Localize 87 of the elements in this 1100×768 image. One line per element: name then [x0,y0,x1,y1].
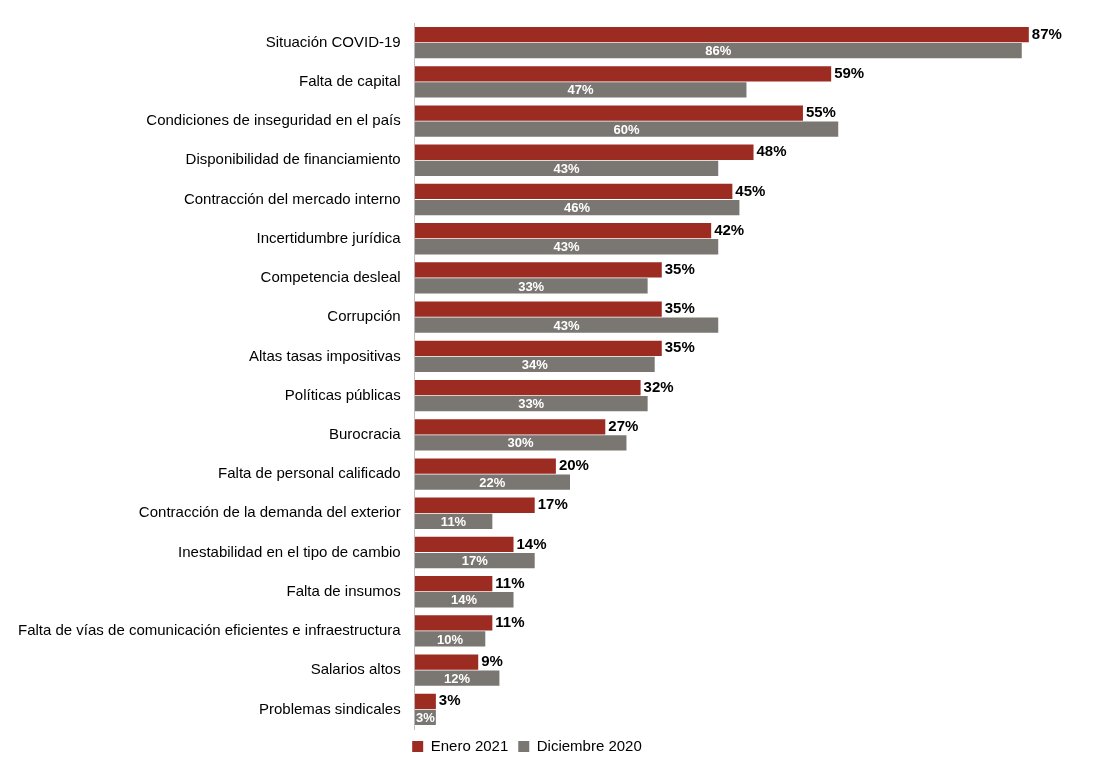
y-tick-label: Falta de insumos [286,581,401,599]
data-label: 45% [735,181,766,199]
bar [414,576,493,592]
y-tick-label: Falta de vías de comunicación eficientes e infraestructura [17,621,402,639]
bar [414,458,556,474]
data-label: 35% [664,338,695,356]
data-label: 43% [553,317,580,333]
data-label: 43% [553,239,580,255]
data-label: 17% [461,553,489,569]
data-label: 33% [518,396,545,412]
bar [414,183,733,200]
data-label: 27% [608,416,639,434]
data-label: 60% [613,121,640,137]
data-label: 43% [553,160,580,176]
data-label: 86% [705,43,732,59]
legend-label: Enero 2021 [430,736,509,754]
data-label: 33% [518,278,545,294]
bar [414,199,740,216]
data-label: 46% [564,200,591,216]
y-tick-label: Problemas sindicales [258,699,401,717]
bar [414,66,832,82]
bar [414,497,535,513]
data-label: 30% [507,435,535,451]
bar [414,693,436,709]
data-label: 11% [495,573,525,591]
y-tick-label: Incertidumbre jurídica [256,228,402,246]
bar [414,144,754,160]
data-label: 3% [415,710,436,726]
bar [414,379,641,396]
bar [414,301,662,317]
legend-label: Diciembre 2020 [536,736,642,754]
bar [414,356,655,373]
data-label: 14% [451,592,478,608]
data-label: 87% [1031,24,1062,42]
bar [414,82,747,98]
bar [414,105,803,121]
data-label: 11% [440,513,467,529]
bar [414,121,839,137]
data-label: 59% [834,63,865,81]
data-label: 10% [436,631,464,647]
bar [414,536,514,553]
data-label: 17% [537,495,568,513]
data-label: 42% [714,220,745,238]
bar [414,474,570,490]
data-label: 47% [567,82,595,98]
data-label: 55% [805,103,836,121]
data-label: 20% [558,456,589,474]
y-tick-label: Contracción de la demanda del exterior [138,503,401,521]
data-label: 48% [756,142,787,160]
y-tick-label: Disponibilidad de financiamiento [185,150,401,168]
data-label: 11% [495,613,525,631]
data-label: 14% [516,534,547,552]
y-tick-label: Contracción del mercado interno [183,189,401,207]
bar [414,396,648,412]
y-tick-label: Salarios altos [310,660,401,678]
bar [414,317,719,333]
y-tick-label: Condiciones de inseguridad en el país [146,111,401,129]
bar [414,43,1022,59]
bar [414,239,719,255]
y-tick-label: Falta de capital [298,71,401,89]
bar [414,435,627,451]
data-label: 3% [438,691,461,709]
bar [414,419,606,435]
data-label: 22% [479,474,506,490]
bar [414,160,719,176]
y-tick-label: Inestabilidad en el tipo de cambio [178,542,401,560]
data-label: 32% [643,377,674,395]
y-tick-label: Competencia desleal [260,268,401,286]
bar [414,615,493,631]
y-tick-label: Políticas públicas [284,385,401,403]
data-label: 35% [664,260,695,278]
y-tick-label: Falta de personal calificado [218,464,401,482]
y-tick-label: Altas tasas impositivas [248,346,401,364]
bar [414,552,535,569]
y-tick-label: Burocracia [328,424,402,442]
y-tick-label: Corrupción [327,307,401,325]
bar [414,262,662,278]
data-label: 34% [521,357,549,373]
bar [414,223,712,239]
data-label: 9% [481,652,503,670]
bar [414,654,479,670]
bar [414,26,1029,43]
bar [414,340,662,356]
data-label: 35% [664,299,695,317]
y-tick-label: Situación COVID-19 [265,32,401,50]
bar [414,278,648,294]
data-label: 12% [444,670,471,686]
